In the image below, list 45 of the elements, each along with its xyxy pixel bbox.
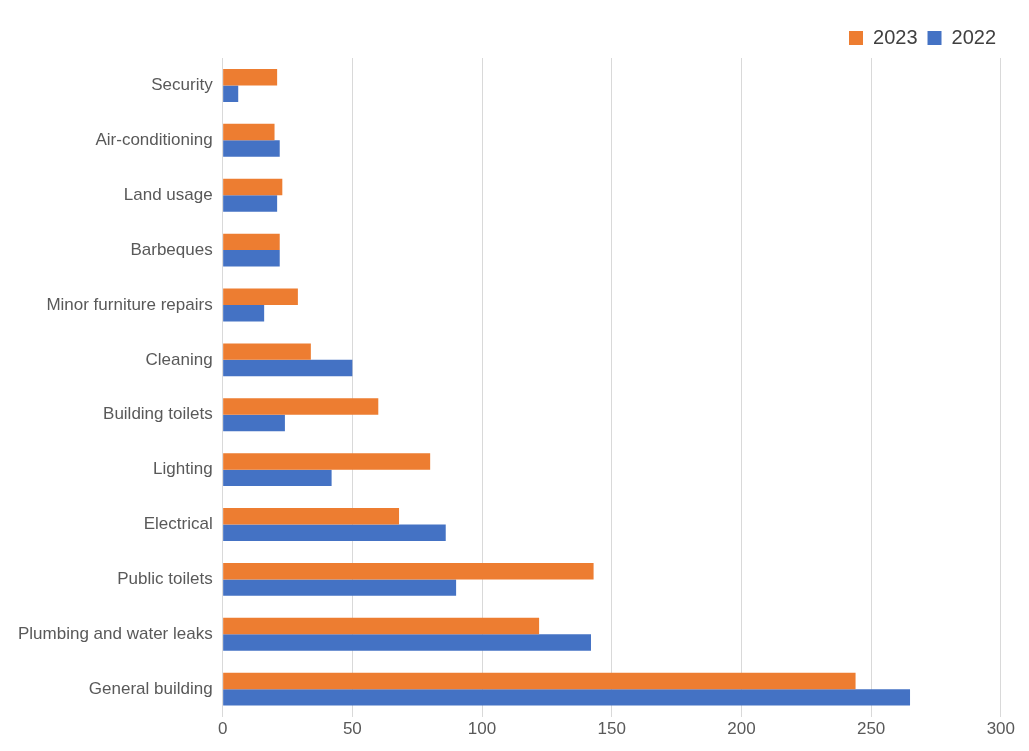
bar: [223, 304, 265, 322]
bar: [223, 398, 379, 415]
y-tick-label: General building: [88, 678, 213, 698]
bar: [223, 140, 280, 157]
x-tick-label: 300: [986, 719, 1016, 739]
y-tick-label: Air-conditioning: [95, 130, 213, 150]
x-tick-label: 50: [342, 719, 362, 739]
x-tick-label: 150: [597, 719, 626, 739]
y-tick-label: Cleaning: [145, 349, 213, 369]
bar: [223, 288, 298, 305]
bar: [223, 85, 239, 102]
y-tick-label: Minor furniture repairs: [46, 294, 213, 314]
bar: [223, 453, 431, 470]
bar: [223, 634, 591, 651]
bar: [223, 469, 332, 487]
x-tick-label: 200: [727, 719, 756, 739]
bar: [223, 250, 280, 267]
bar: [223, 195, 278, 212]
bar: [223, 68, 278, 86]
bar: [223, 233, 280, 251]
y-tick-label: Barbeques: [130, 239, 213, 259]
bar: [223, 414, 285, 432]
bar: [223, 524, 446, 541]
legend-label: 2022: [951, 25, 997, 48]
bar: [223, 689, 911, 706]
bar: [223, 617, 540, 635]
bar: [223, 579, 457, 596]
bar: [223, 178, 283, 196]
legend-label: 2023: [873, 25, 918, 48]
y-tick-label: Security: [151, 75, 214, 95]
x-tick-label: 250: [856, 719, 886, 739]
bar: [223, 562, 594, 580]
x-tick-label: 100: [467, 719, 497, 739]
y-tick-label: Public toilets: [117, 569, 213, 589]
y-tick-label: Building toilets: [103, 404, 213, 424]
y-tick-label: Lighting: [153, 459, 213, 479]
y-tick-label: Plumbing and water leaks: [17, 623, 213, 643]
y-tick-label: Land usage: [123, 184, 213, 204]
bar: [223, 359, 353, 377]
x-tick-label: 0: [217, 719, 228, 739]
bar: [223, 672, 856, 690]
bar: [223, 508, 400, 525]
bar: [223, 123, 275, 141]
bar: [223, 343, 311, 360]
y-tick-label: Electrical: [143, 514, 213, 534]
